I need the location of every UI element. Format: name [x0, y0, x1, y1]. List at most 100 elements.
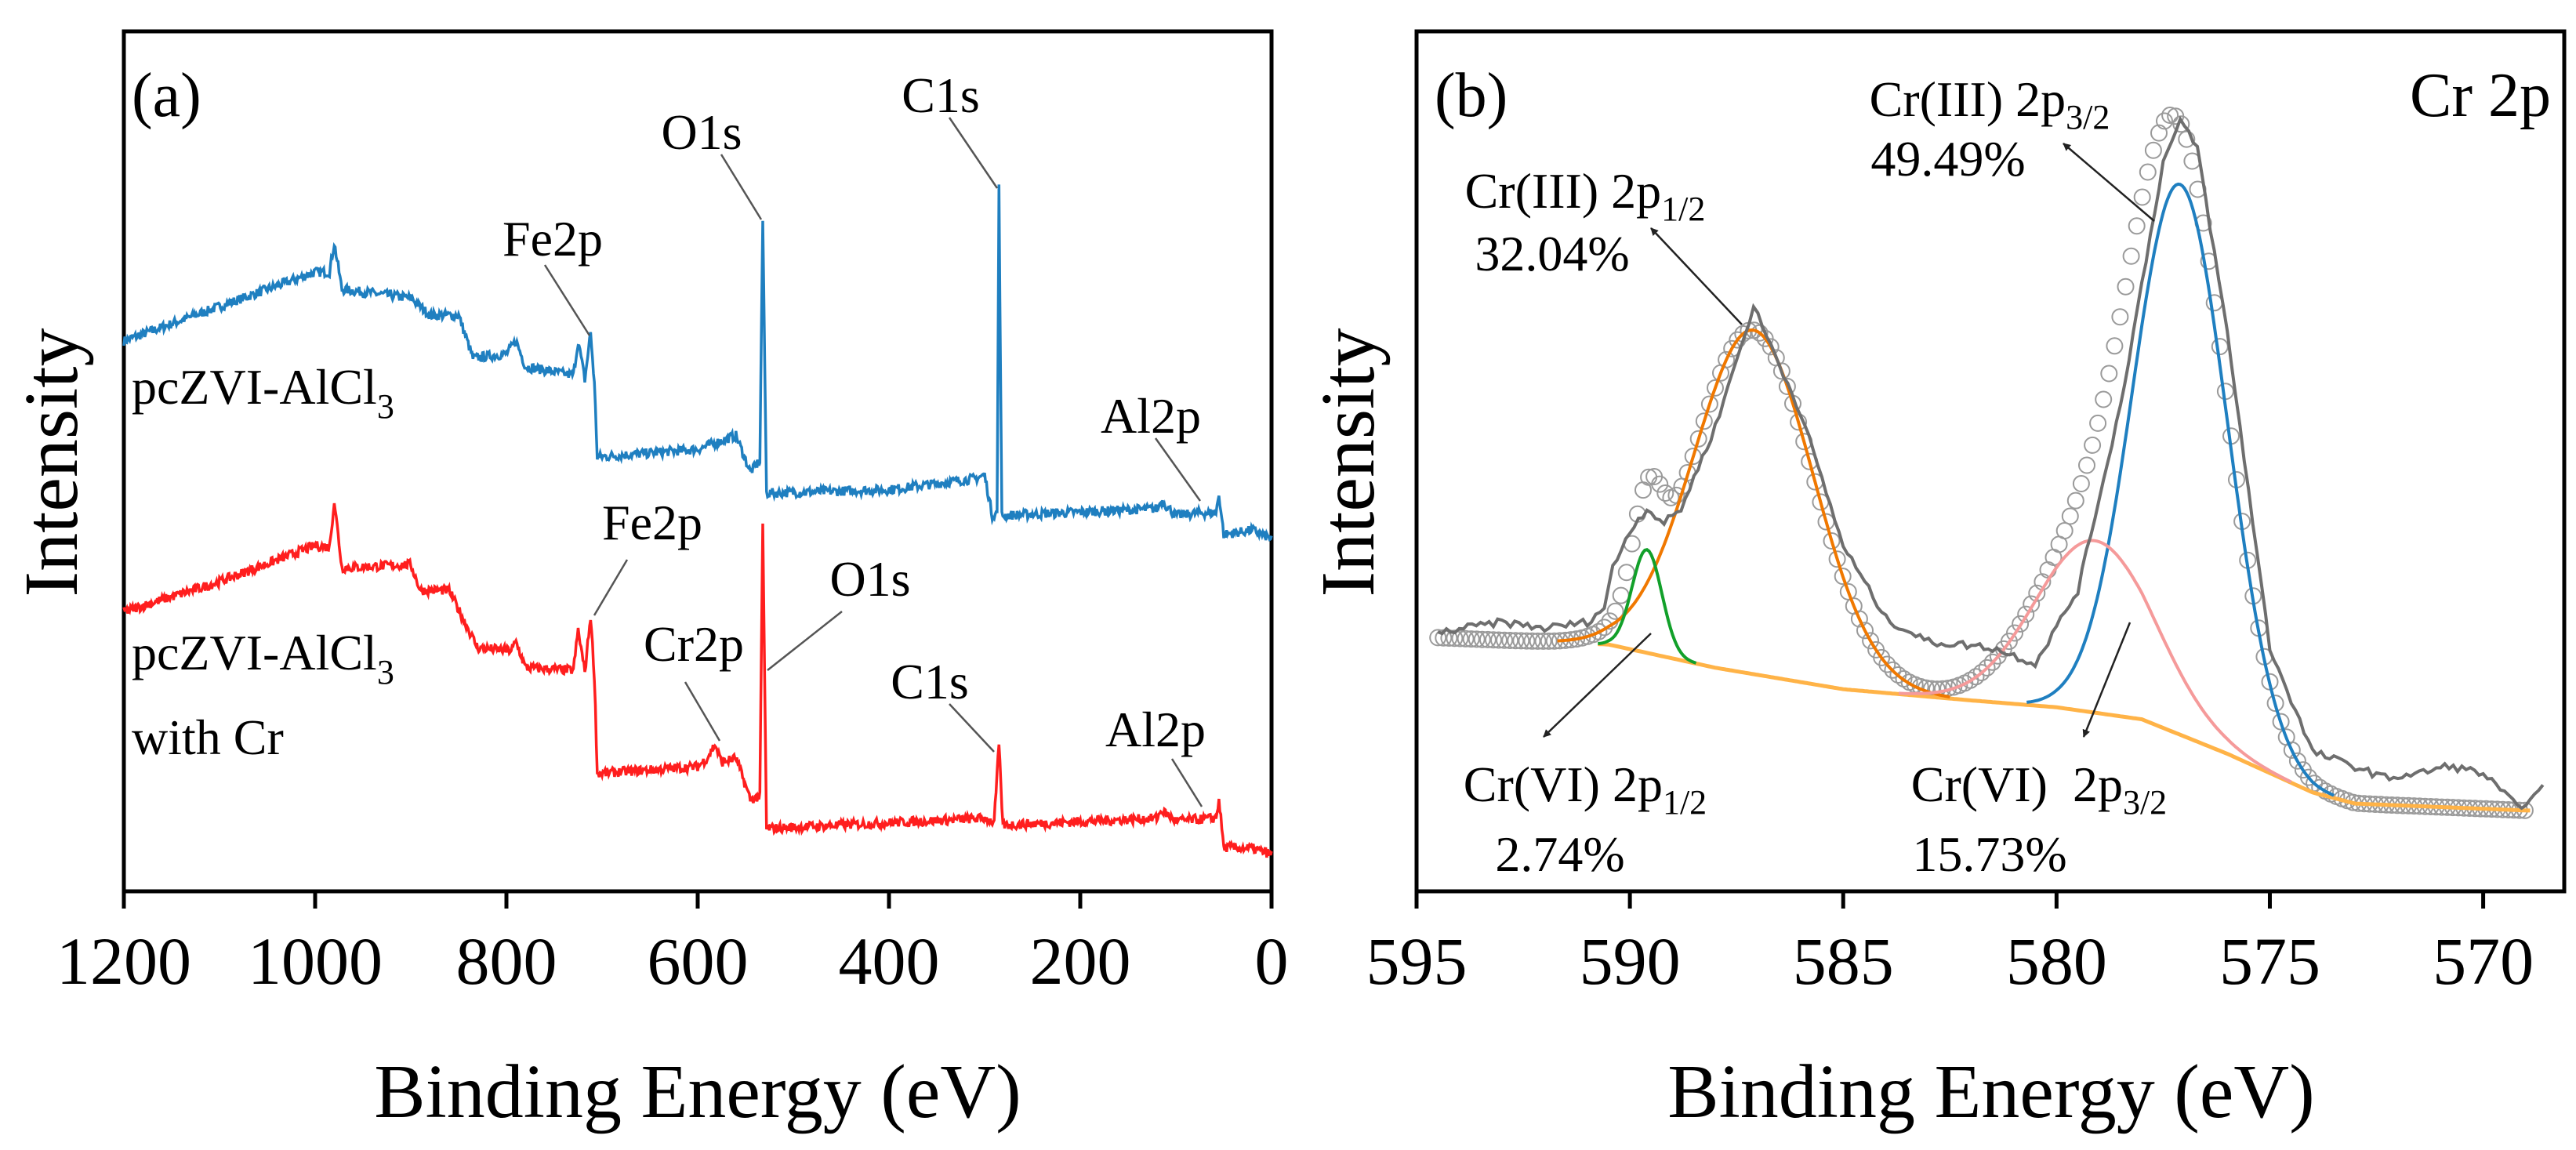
- percent-cr3-2p32: 49.49%: [1870, 131, 2025, 187]
- panel-b-x-tick-label: 580: [2006, 923, 2107, 999]
- fit-envelope-point: [2133, 188, 2151, 206]
- fit-envelope-point: [2283, 741, 2301, 759]
- fit-envelope-point: [1485, 631, 1502, 649]
- fit-envelope-point: [2061, 507, 2079, 525]
- panel-a-x-tick-label: 1000: [248, 923, 383, 999]
- panel-b-x-tick-label: 575: [2219, 923, 2320, 999]
- label-cr2p-red: Cr2p: [644, 616, 744, 672]
- leader-line-o1s-blue: [720, 154, 763, 220]
- panel-b: 595 590 585 580 575 570 (b) Cr 2p Binding Ene…: [1306, 29, 2567, 1134]
- arrow-cr3-2p12: [1650, 227, 1743, 325]
- component-cr-iii-2p1-2: [1557, 328, 1950, 699]
- series-line-pczvi-alcl3-with-cr: [122, 502, 1273, 858]
- panel-a-x-tick-label: 200: [1030, 923, 1131, 999]
- leader-line-fe2p-blue: [543, 264, 591, 336]
- fit-envelope-point: [2106, 337, 2124, 355]
- fit-envelope-point: [1656, 484, 1674, 502]
- series-label-main: pcZVI-AlCl: [132, 359, 377, 415]
- fit-envelope-point: [2144, 141, 2162, 159]
- fit-envelope-point: [1751, 324, 1769, 342]
- series-label-line2: with Cr: [132, 709, 284, 765]
- fit-envelope-point: [2161, 107, 2179, 124]
- label-main: Cr(III) 2p: [1465, 163, 1662, 219]
- fit-envelope-point: [2012, 615, 2030, 633]
- label-fe2p-blue: Fe2p: [503, 211, 603, 267]
- fit-envelope-point: [1590, 622, 1608, 640]
- fit-envelope-point: [1967, 668, 1985, 686]
- fit-envelope-point: [2055, 522, 2073, 539]
- fit-envelope-point: [1689, 430, 1707, 448]
- leader-line-fe2p-red: [593, 559, 629, 616]
- fit-envelope-point: [1884, 661, 1902, 679]
- fit-envelope-point: [1878, 655, 1896, 673]
- fit-envelope-point: [1695, 412, 1713, 430]
- fit-envelope-point: [2023, 595, 2041, 613]
- panel-b-arrows: [1543, 143, 2155, 738]
- fit-envelope-point: [1457, 629, 1475, 648]
- fit-envelope-point: [2100, 365, 2118, 383]
- fit-envelope-point: [2272, 713, 2290, 731]
- fit-envelope-point: [1523, 632, 1541, 650]
- fit-envelope-point: [1534, 632, 1552, 650]
- fit-envelope-point: [2078, 456, 2095, 474]
- fit-envelope-point: [1518, 632, 1536, 650]
- arrow-cr6-2p12: [1543, 633, 1652, 738]
- panel-b-y-axis-title: Intensity: [1306, 328, 1391, 597]
- fit-envelope-point: [2211, 338, 2229, 356]
- panel-b-x-tick-label: 570: [2433, 923, 2534, 999]
- fit-envelope-point: [1529, 632, 1547, 650]
- fit-envelope-point: [1473, 630, 1491, 648]
- component-cr-vi-2p3-2: [1898, 539, 2292, 784]
- panel-b-x-tick-label: 585: [1793, 923, 1894, 999]
- fit-envelope-point: [2266, 695, 2284, 713]
- fit-envelope-point: [1507, 632, 1525, 650]
- label-al2p-red: Al2p: [1105, 702, 1206, 757]
- fit-envelope-point: [1490, 631, 1508, 649]
- fit-envelope-point: [1828, 550, 1846, 568]
- fit-envelope-point: [1834, 568, 1852, 586]
- fit-envelope-point: [1772, 362, 1791, 380]
- label-o1s-blue: O1s: [661, 104, 742, 160]
- fit-envelope-point: [2300, 768, 2317, 786]
- fit-envelope-point: [1540, 632, 1558, 650]
- fit-envelope-point: [1972, 664, 1990, 681]
- label-main: Cr(VI) 2p: [1911, 756, 2123, 812]
- fit-envelope-point: [2017, 605, 2035, 623]
- fit-envelope-point: [2111, 308, 2129, 326]
- fit-envelope-point: [2006, 624, 2023, 642]
- label-fe2p-red: Fe2p: [602, 495, 702, 550]
- fit-envelope-point: [1761, 338, 1780, 356]
- panel-a-y-axis-title: Intensity: [9, 328, 94, 597]
- label-cr3-2p32: Cr(III) 2p3/2: [1870, 71, 2110, 136]
- arrow-cr6-2p32: [2082, 622, 2132, 738]
- label-subscript: 1/2: [1663, 783, 1707, 822]
- fit-envelope-point: [2117, 278, 2135, 296]
- panel-b-label: (b): [1435, 61, 1508, 130]
- fit-envelope-point: [1462, 630, 1480, 648]
- fit-envelope-point: [2122, 247, 2140, 265]
- fit-envelope-point: [1651, 475, 1669, 493]
- panel-b-x-axis-title: Binding Energy (eV): [1667, 1050, 2315, 1134]
- panel-a-x-tick-label: 600: [648, 923, 749, 999]
- panel-b-x-ticks: 595 590 585 580 575 570: [1366, 891, 2534, 999]
- series-label-main: pcZVI-AlCl: [132, 625, 377, 680]
- leader-line-c1s-blue: [948, 117, 999, 189]
- leader-line-c1s-red: [949, 703, 995, 753]
- fit-envelope-point: [1778, 378, 1796, 395]
- fit-envelope-point: [1478, 630, 1497, 648]
- fit-envelope-point: [2172, 115, 2190, 133]
- fit-envelope-point: [2128, 217, 2146, 235]
- label-subscript: 3/2: [2066, 98, 2110, 136]
- panel-a-label: (a): [132, 61, 201, 130]
- fit-envelope-point: [1856, 622, 1874, 640]
- fit-envelope-point: [1512, 632, 1530, 650]
- percent-cr6-2p12: 2.74%: [1495, 826, 1624, 882]
- fit-envelope-point: [1468, 630, 1486, 648]
- fit-envelope-point: [1501, 632, 1519, 649]
- leader-line-al2p-red: [1170, 758, 1203, 807]
- component-cr-iii-2p3-2: [2026, 182, 2335, 797]
- panel-b-frame: [1414, 29, 2567, 894]
- panel-a-x-tick-label: 400: [839, 923, 940, 999]
- panel-a-annotations: [543, 117, 1203, 807]
